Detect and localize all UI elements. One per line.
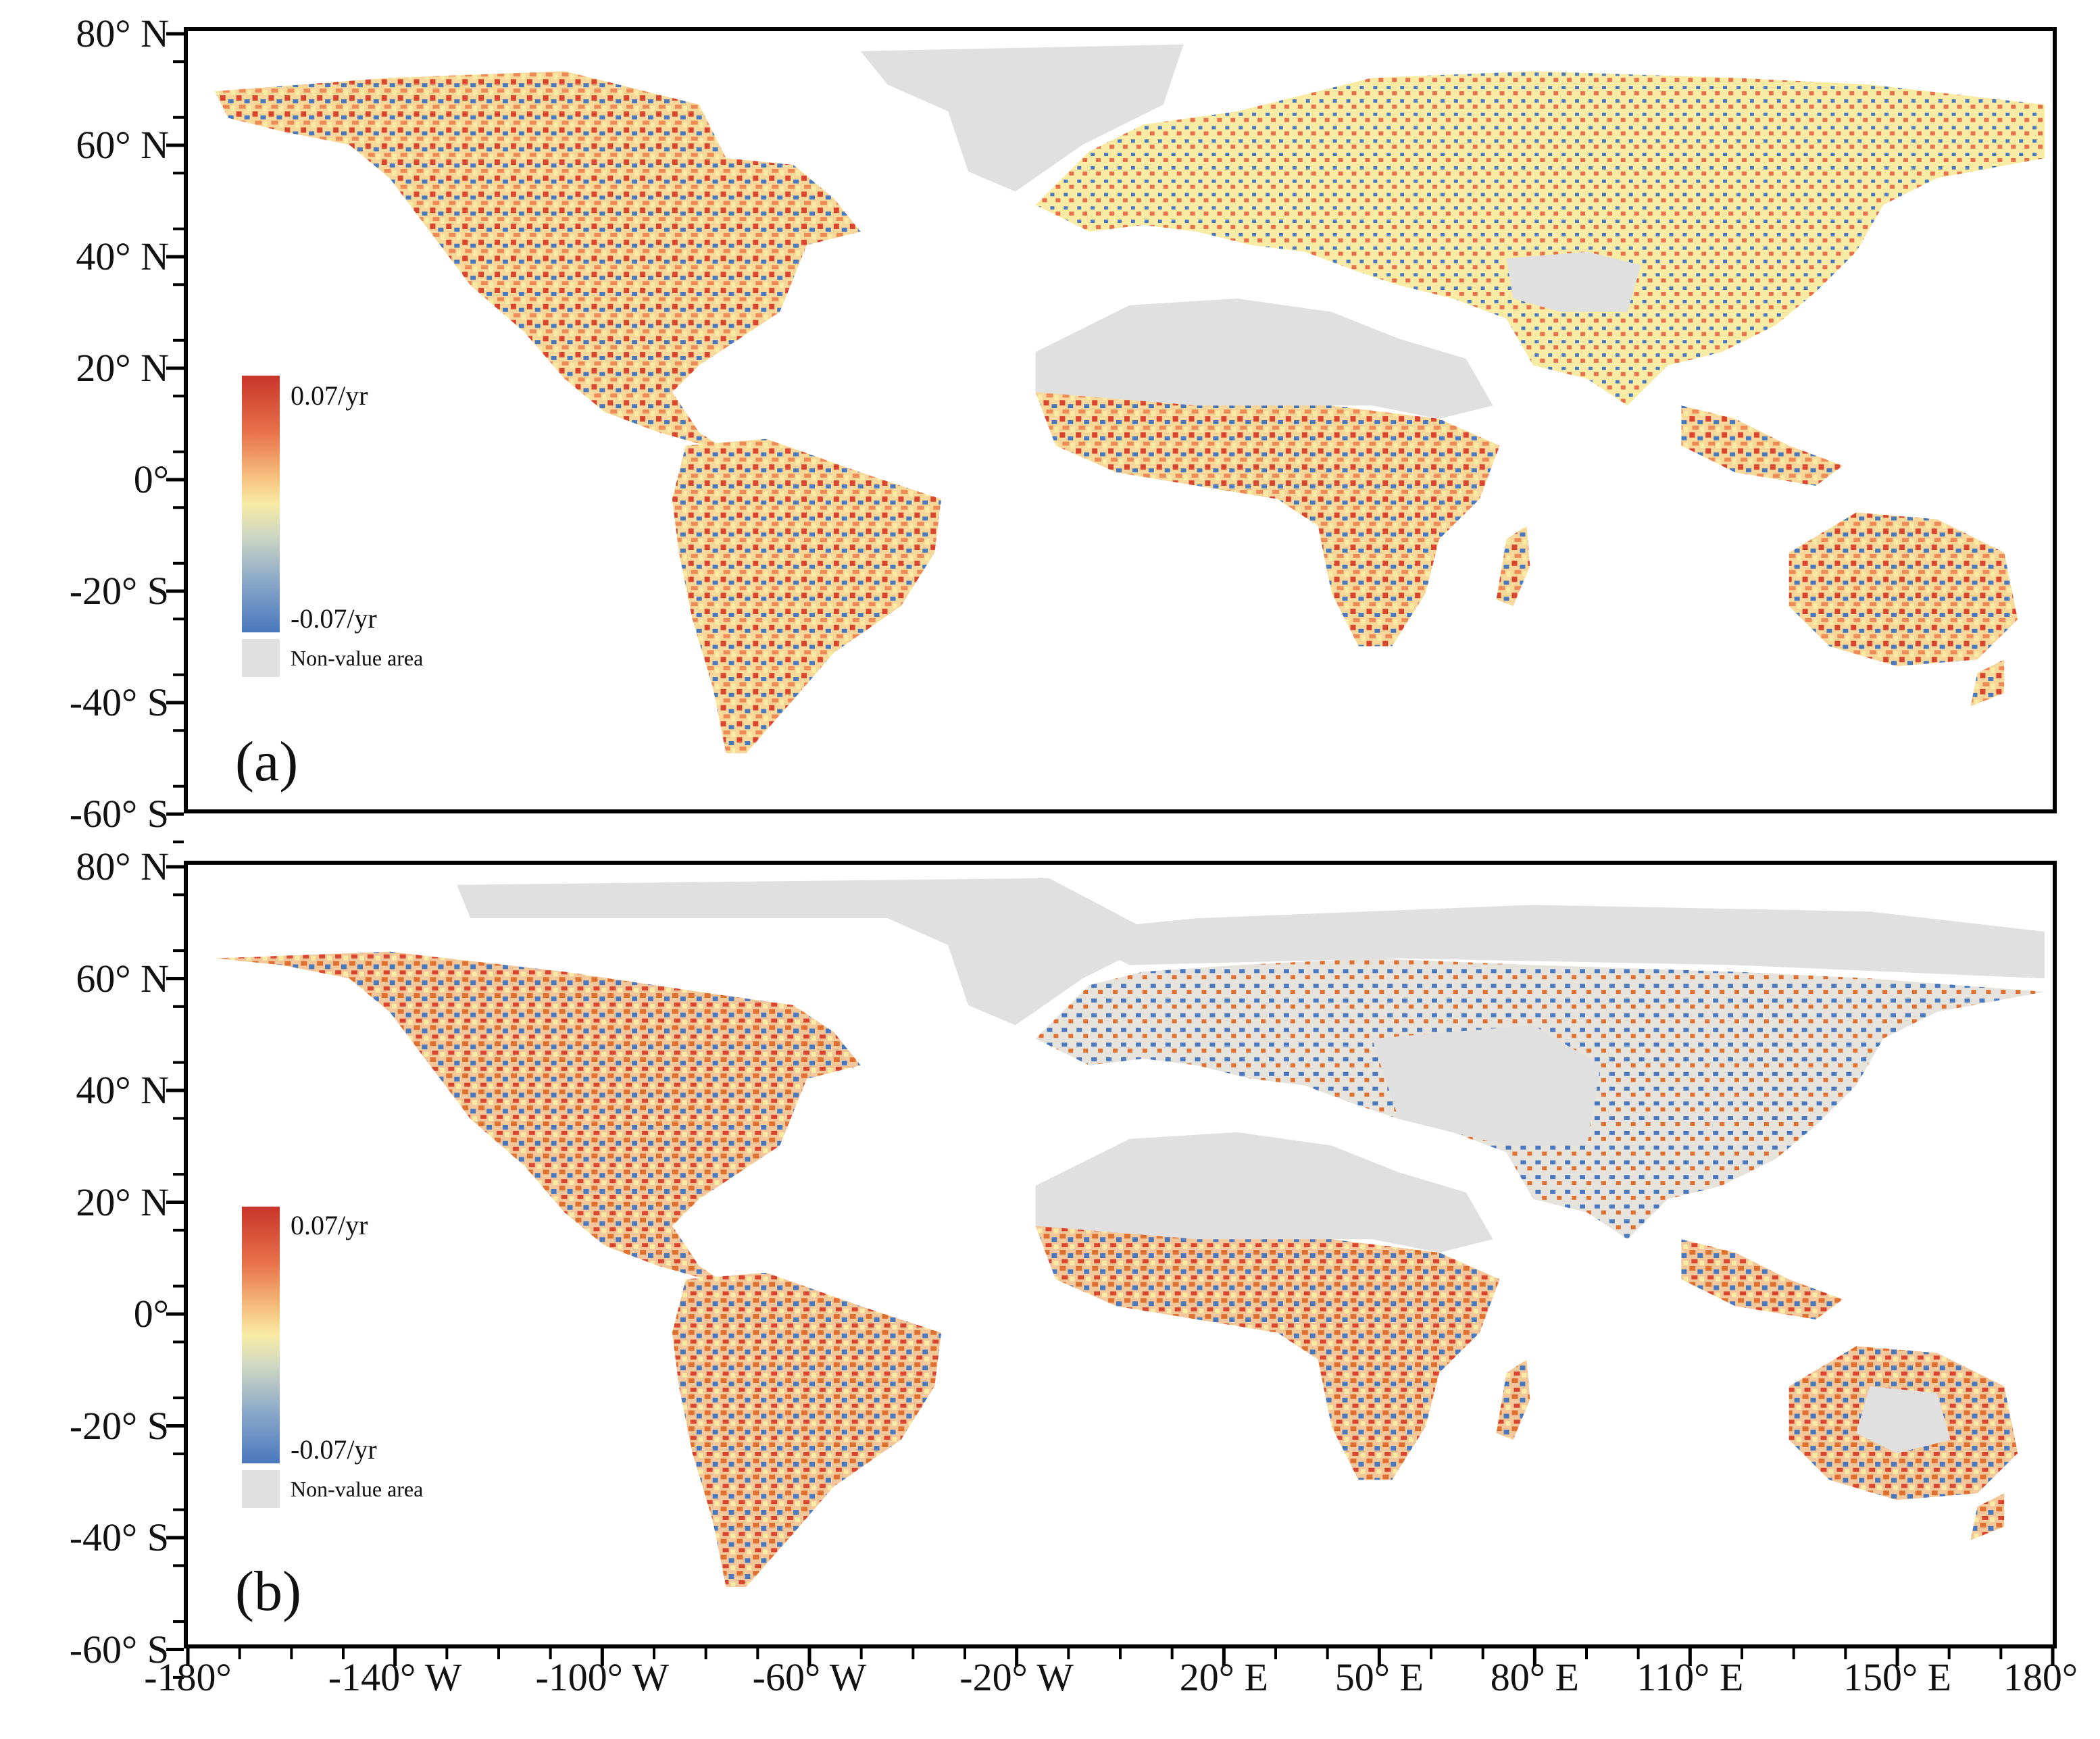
lat-label-a-6: -40° S — [69, 680, 169, 724]
north-america-b — [214, 951, 861, 1293]
lat-label-a-0: 80° N — [76, 11, 169, 55]
lat-label-b-2: 40° N — [76, 1068, 169, 1112]
nonvalue-label-b: Non-value area — [291, 1477, 424, 1501]
lat-label-b-4: 0° — [133, 1292, 169, 1336]
lat-label-a-3: 20° N — [76, 346, 169, 390]
lat-label-b-3: 20° N — [76, 1180, 169, 1224]
africa-b — [1035, 1226, 1500, 1480]
panel-letter-b: (b) — [235, 1560, 301, 1623]
lat-label-b-0: 80° N — [76, 845, 169, 888]
indonesia-a — [1681, 405, 1843, 486]
new-zealand-b — [1970, 1493, 2005, 1540]
lat-label-a-2: 40° N — [76, 234, 169, 278]
colorbar-a — [242, 376, 280, 632]
lon-label-3: -60° W — [752, 1655, 867, 1699]
lon-label-0: -180° — [144, 1655, 232, 1699]
greenland-b — [457, 878, 1164, 1026]
lat-label-b-1: 60° N — [76, 956, 169, 1001]
south-america-b — [672, 1272, 942, 1587]
land-masses-a — [214, 44, 2045, 753]
indonesia-b — [1681, 1239, 1843, 1320]
madagascar-a — [1496, 526, 1530, 607]
map-panel-b: (b) 0.07/yr -0.07/yr Non-value area — [184, 861, 2057, 1648]
lon-label-6: 50° E — [1334, 1655, 1424, 1699]
lat-label-b-5: -20° S — [69, 1403, 169, 1448]
colorbar-min-label-b: -0.07/yr — [291, 1434, 377, 1465]
world-map-b — [214, 878, 2045, 1587]
colorbar-b — [242, 1207, 280, 1463]
lon-label-4: -20° W — [959, 1655, 1074, 1699]
map-panel-a: (a) 0.07/yr -0.07/yr Non-value area — [184, 27, 2057, 813]
lon-label-10: 180° — [2003, 1655, 2078, 1699]
greenland-a — [860, 44, 1184, 192]
nonvalue-swatch-b — [242, 1470, 280, 1508]
lat-label-a-7: -60° S — [69, 792, 169, 836]
new-zealand-a — [1970, 659, 2005, 707]
world-map-a — [214, 44, 2045, 753]
sahara-b — [1035, 1132, 1493, 1253]
nonvalue-swatch-a — [242, 639, 280, 677]
eurasia-a — [1035, 71, 2045, 406]
colorbar-min-label-a: -0.07/yr — [291, 603, 377, 634]
colorbar-max-label-a: 0.07/yr — [291, 380, 368, 411]
australia-a — [1789, 512, 2018, 667]
central-asia-blank-b — [1372, 1025, 1601, 1146]
africa-a — [1035, 392, 1500, 647]
tibet-a — [1506, 251, 1641, 312]
lat-label-b-7: -60° S — [69, 1627, 169, 1671]
lon-label-1: -140° W — [328, 1655, 462, 1699]
nonvalue-label-a: Non-value area — [291, 646, 424, 670]
lat-label-a-1: 60° N — [76, 123, 169, 167]
lon-label-7: 80° E — [1490, 1655, 1579, 1699]
south-america-a — [672, 438, 942, 753]
north-america-a — [214, 71, 861, 459]
lon-label-5: 20° E — [1179, 1655, 1268, 1699]
lon-label-2: -100° W — [535, 1655, 670, 1699]
lat-label-b-6: -40° S — [69, 1515, 169, 1559]
lon-label-8: 110° E — [1636, 1655, 1744, 1699]
land-masses-b — [214, 878, 2045, 1587]
sahara-a — [1035, 298, 1493, 420]
panel-letter-a: (a) — [235, 730, 299, 793]
lat-label-a-4: 0° — [133, 457, 169, 501]
arctic-band-b — [1062, 905, 2045, 979]
colorbar-max-label-b: 0.07/yr — [291, 1210, 368, 1240]
lon-label-9: 150° E — [1843, 1655, 1952, 1699]
madagascar-b — [1496, 1359, 1530, 1440]
lat-label-a-5: -20° S — [69, 569, 169, 613]
australia-interior-blank-b — [1856, 1386, 1951, 1453]
